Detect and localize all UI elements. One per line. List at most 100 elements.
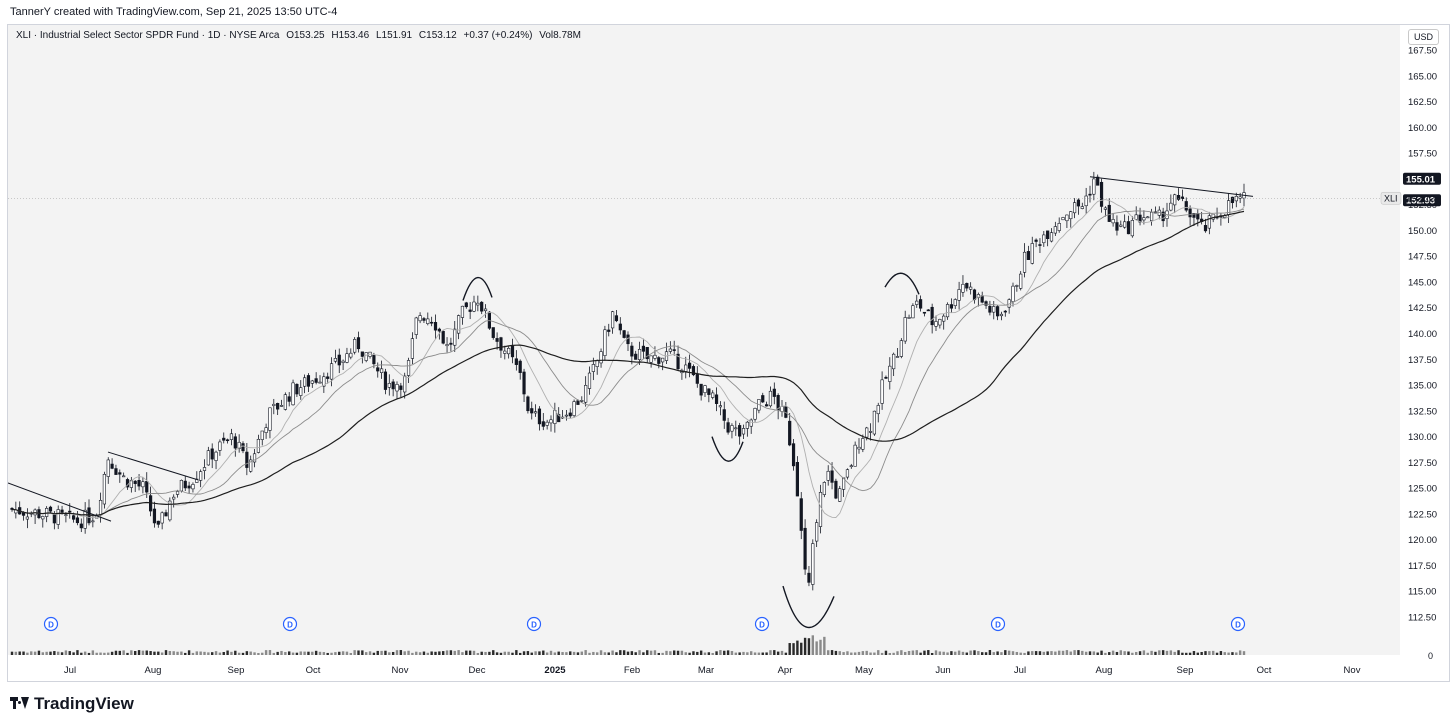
candle-body[interactable]	[526, 396, 530, 412]
candle-body[interactable]	[607, 329, 611, 332]
candle-body[interactable]	[510, 345, 515, 358]
candle-body[interactable]	[730, 425, 734, 432]
candle-body[interactable]	[441, 330, 445, 344]
candle-body[interactable]	[276, 402, 280, 410]
candle-body[interactable]	[445, 344, 449, 347]
candle-body[interactable]	[306, 375, 311, 387]
candle-body[interactable]	[503, 350, 507, 354]
candle-body[interactable]	[260, 430, 264, 440]
candle-body[interactable]	[1080, 206, 1084, 209]
candle-body[interactable]	[734, 427, 738, 430]
candle-body[interactable]	[764, 404, 769, 407]
candle-body[interactable]	[1049, 232, 1054, 242]
candle-body[interactable]	[106, 459, 110, 477]
candle-body[interactable]	[942, 315, 946, 322]
candle-body[interactable]	[1142, 217, 1146, 221]
candle-body[interactable]	[145, 481, 149, 493]
candle-body[interactable]	[876, 405, 880, 415]
candle-body[interactable]	[406, 360, 411, 376]
candle-body[interactable]	[1150, 212, 1154, 222]
candle-body[interactable]	[1092, 178, 1096, 195]
candle-body[interactable]	[218, 441, 222, 451]
candle-body[interactable]	[1022, 251, 1027, 273]
candle-body[interactable]	[356, 337, 361, 350]
candle-body[interactable]	[949, 304, 953, 309]
candle-body[interactable]	[622, 330, 626, 338]
candle-body[interactable]	[945, 304, 950, 318]
candle-body[interactable]	[364, 352, 368, 361]
candle-body[interactable]	[761, 395, 765, 403]
candle-body[interactable]	[1084, 195, 1088, 207]
candle-body[interactable]	[745, 421, 749, 429]
candle-body[interactable]	[576, 400, 580, 405]
candle-body[interactable]	[199, 471, 203, 481]
candle-body[interactable]	[884, 376, 888, 379]
candle-body[interactable]	[591, 364, 595, 372]
candle-body[interactable]	[499, 337, 503, 351]
candle-body[interactable]	[383, 371, 388, 390]
candle-body[interactable]	[564, 414, 568, 417]
candle-body[interactable]	[714, 394, 719, 404]
candle-body[interactable]	[676, 353, 680, 370]
candle-body[interactable]	[1173, 194, 1177, 206]
candle-body[interactable]	[795, 462, 799, 497]
candle-body[interactable]	[256, 438, 261, 453]
candle-body[interactable]	[72, 515, 76, 520]
candle-body[interactable]	[114, 468, 118, 475]
candle-body[interactable]	[237, 441, 241, 449]
candle-body[interactable]	[599, 351, 603, 364]
candle-body[interactable]	[507, 347, 511, 355]
candle-body[interactable]	[326, 376, 330, 379]
candle-body[interactable]	[907, 317, 911, 319]
candle-body[interactable]	[514, 358, 518, 365]
candle-body[interactable]	[687, 362, 692, 369]
candle-body[interactable]	[984, 301, 988, 306]
candle-body[interactable]	[272, 403, 276, 407]
candle-body[interactable]	[1203, 225, 1208, 232]
candle-body[interactable]	[803, 527, 807, 570]
candle-body[interactable]	[299, 387, 303, 396]
candle-body[interactable]	[1088, 193, 1092, 196]
candle-body[interactable]	[718, 405, 722, 408]
candle-body[interactable]	[495, 338, 499, 342]
candle-body[interactable]	[179, 479, 184, 492]
candle-body[interactable]	[915, 300, 919, 305]
candle-body[interactable]	[252, 453, 257, 463]
candle-body[interactable]	[229, 433, 234, 440]
candle-body[interactable]	[395, 384, 399, 392]
price-chart[interactable]: 112.50 115.00 117.50 120.00 122.50 125.00 127.…	[8, 25, 1449, 681]
candle-body[interactable]	[137, 479, 141, 487]
candle-body[interactable]	[245, 451, 249, 468]
candle-body[interactable]	[568, 412, 572, 417]
candle-body[interactable]	[899, 340, 903, 357]
candle-body[interactable]	[1003, 310, 1007, 313]
candle-body[interactable]	[580, 400, 584, 402]
candle-body[interactable]	[726, 422, 730, 433]
candle-body[interactable]	[329, 363, 334, 380]
candle-body[interactable]	[749, 419, 753, 427]
candle-body[interactable]	[48, 506, 53, 512]
candle-body[interactable]	[857, 446, 861, 450]
candle-body[interactable]	[453, 328, 457, 346]
candle-body[interactable]	[183, 480, 187, 489]
candle-body[interactable]	[822, 482, 826, 495]
candle-body[interactable]	[287, 396, 291, 402]
candle-body[interactable]	[637, 349, 642, 360]
candle-body[interactable]	[634, 353, 638, 360]
candle-body[interactable]	[1230, 196, 1235, 204]
candle-body[interactable]	[587, 372, 592, 389]
candle-body[interactable]	[838, 488, 842, 502]
candle-body[interactable]	[1119, 224, 1123, 227]
candle-body[interactable]	[788, 420, 792, 446]
candle-body[interactable]	[1015, 285, 1019, 287]
candle-body[interactable]	[961, 283, 965, 293]
candle-body[interactable]	[241, 443, 245, 452]
candle-body[interactable]	[995, 306, 1000, 317]
candle-body[interactable]	[491, 327, 495, 338]
candle-body[interactable]	[202, 467, 207, 471]
candle-body[interactable]	[1196, 213, 1200, 220]
candle-body[interactable]	[969, 286, 973, 290]
candle-body[interactable]	[557, 414, 561, 423]
candle-body[interactable]	[345, 353, 349, 363]
candle-body[interactable]	[1099, 181, 1104, 207]
